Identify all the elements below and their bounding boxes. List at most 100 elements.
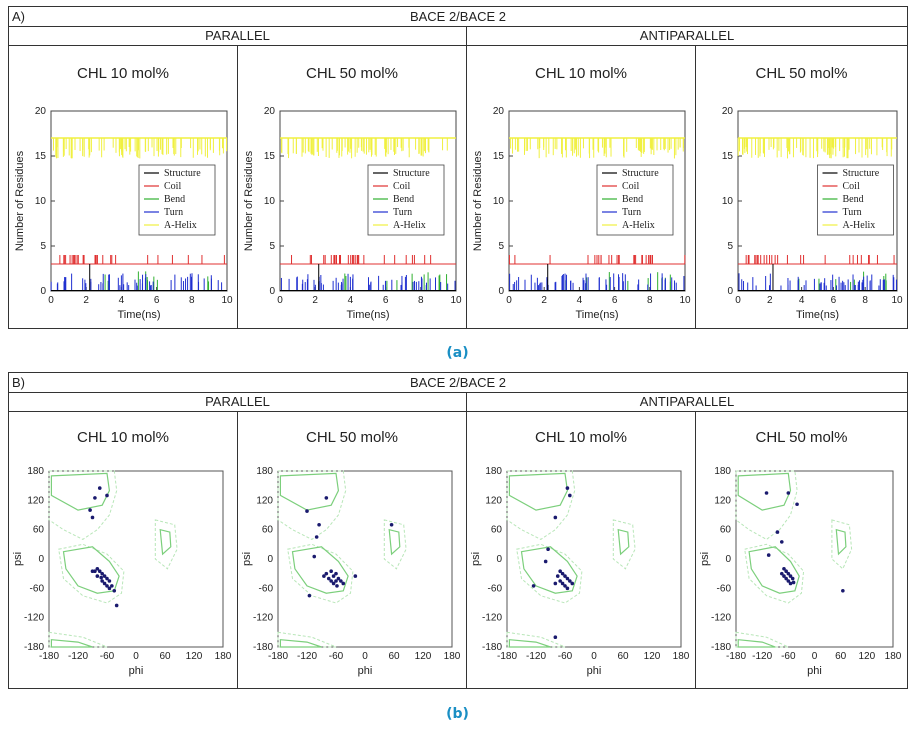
legend-entry: Turn xyxy=(393,207,412,218)
residue-point xyxy=(99,575,103,580)
residue-point xyxy=(788,574,793,578)
x-tick-label: -120 xyxy=(526,651,546,662)
x-tick-label: 0 xyxy=(591,651,597,662)
y-axis-label: psi xyxy=(699,552,711,566)
legend-box xyxy=(817,164,894,236)
dssp-chart-antiparallel-50: 0 5 10 15 20 0 2 4 6 8 10 Time(ns) Structure Coil Bend… xyxy=(722,106,903,321)
legend-entry: Structure xyxy=(393,168,430,179)
x-tick-label: -60 xyxy=(329,651,344,662)
x-tick-label: 0 xyxy=(133,651,139,662)
caption-a: (a) xyxy=(446,345,469,361)
residue-point xyxy=(90,569,95,574)
caption-b: (b) xyxy=(446,706,469,722)
x-tick-label: -120 xyxy=(68,651,88,662)
y-tick-label: -120 xyxy=(253,613,273,624)
residue-point xyxy=(102,574,107,578)
plot-frame xyxy=(506,470,682,648)
x-tick-label: 4 xyxy=(348,295,354,306)
residue-point xyxy=(546,547,550,552)
allowed-region-contour xyxy=(831,519,853,570)
panel-b-group-antiparallel: ANTIPARALLEL xyxy=(467,393,907,412)
x-tick-label: 0 xyxy=(812,651,818,662)
x-tick-label: 6 xyxy=(612,295,618,306)
favored-region-contour xyxy=(737,472,792,511)
panel-b-letter: B) xyxy=(12,375,25,390)
y-tick-label: 20 xyxy=(35,106,47,117)
residue-point xyxy=(97,486,102,490)
allowed-region-contour xyxy=(506,470,576,540)
allowed-region-contour xyxy=(277,470,347,540)
x-tick-label: -120 xyxy=(752,651,772,662)
legend-entry: A-Helix xyxy=(622,220,655,231)
residue-point xyxy=(110,584,114,588)
x-axis-label: Time(ns) xyxy=(347,309,390,321)
y-tick-label: 0 xyxy=(269,286,275,297)
allowed-region-contour xyxy=(277,631,337,648)
x-tick-label: -60 xyxy=(781,651,796,662)
residue-point xyxy=(795,502,799,507)
figure-panel-a: A) BACE 2/BACE 2 PARALLEL ANTIPARALLEL C… xyxy=(8,6,908,329)
y-tick-label: -60 xyxy=(30,583,45,594)
legend-entry: A-Helix xyxy=(843,220,876,231)
y-tick-label: 120 xyxy=(714,495,731,506)
residue-point xyxy=(329,579,333,583)
y-tick-label: 180 xyxy=(485,466,502,477)
y-tick-label: 10 xyxy=(493,196,505,207)
legend-entry: Structure xyxy=(622,168,659,179)
residue-point xyxy=(307,593,312,598)
y-tick-label: -180 xyxy=(253,642,273,653)
favored-region-contour xyxy=(835,528,847,556)
y-tick-label: 10 xyxy=(35,196,47,207)
y-tick-label: 10 xyxy=(264,196,276,207)
favored-region-contour xyxy=(291,546,349,594)
residue-point xyxy=(560,581,565,586)
x-axis-label: Time(ns) xyxy=(576,309,619,321)
residue-point xyxy=(791,580,796,585)
x-tick-label: -180 xyxy=(726,651,746,662)
legend-entry: Coil xyxy=(622,181,639,192)
y-tick-label: -180 xyxy=(24,642,44,653)
residue-point xyxy=(95,574,100,578)
dssp-title-4: CHL 50 mol% xyxy=(755,65,848,82)
dssp-title-2: CHL 50 mol% xyxy=(306,65,398,82)
x-tick-label: 6 xyxy=(383,295,389,306)
residue-point xyxy=(563,584,567,588)
residue-point xyxy=(558,569,562,574)
residue-point xyxy=(841,588,845,593)
x-tick-label: -60 xyxy=(100,651,115,662)
residue-point xyxy=(322,574,326,578)
y-tick-label: 20 xyxy=(493,106,505,117)
y-tick-label: 60 xyxy=(33,525,45,536)
rama-title-1: CHL 10 mol% xyxy=(77,429,169,446)
residue-point xyxy=(782,566,786,571)
panel-a-divider-3 xyxy=(695,46,696,328)
allowed-region-contour xyxy=(48,631,108,648)
favored-region-contour xyxy=(748,546,800,594)
residue-point xyxy=(331,574,336,578)
residue-point xyxy=(105,576,109,581)
x-axis-label: phi xyxy=(358,665,373,677)
x-tick-label: 180 xyxy=(444,651,461,662)
panel-b-divider-1 xyxy=(237,412,238,688)
dssp-chart-parallel-50: 0 5 10 15 20 0 2 4 6 8 10 Time(ns) Number of Residue… xyxy=(243,106,462,321)
panel-b-group-parallel: PARALLEL xyxy=(9,393,467,412)
y-tick-label: -120 xyxy=(24,613,44,624)
residue-point xyxy=(560,571,565,576)
favored-region-contour xyxy=(279,639,322,648)
residue-point xyxy=(107,579,112,583)
x-tick-label: 2 xyxy=(767,295,773,306)
y-tick-label: 5 xyxy=(727,241,733,252)
residue-point xyxy=(570,581,575,586)
x-tick-label: -120 xyxy=(297,651,317,662)
dssp-title-3: CHL 10 mol% xyxy=(535,65,627,82)
residue-point xyxy=(314,535,319,539)
y-tick-label: 180 xyxy=(714,466,731,477)
panel-b-divider-3 xyxy=(695,412,696,688)
y-tick-label: 0 xyxy=(498,286,504,297)
x-tick-label: 4 xyxy=(119,295,125,306)
figure-panel-b: B) BACE 2/BACE 2 PARALLEL ANTIPARALLEL C… xyxy=(8,372,908,689)
residue-point xyxy=(782,574,786,578)
x-axis-label: Time(ns) xyxy=(796,309,839,321)
residue-point xyxy=(100,579,104,583)
residue-point xyxy=(784,569,788,574)
